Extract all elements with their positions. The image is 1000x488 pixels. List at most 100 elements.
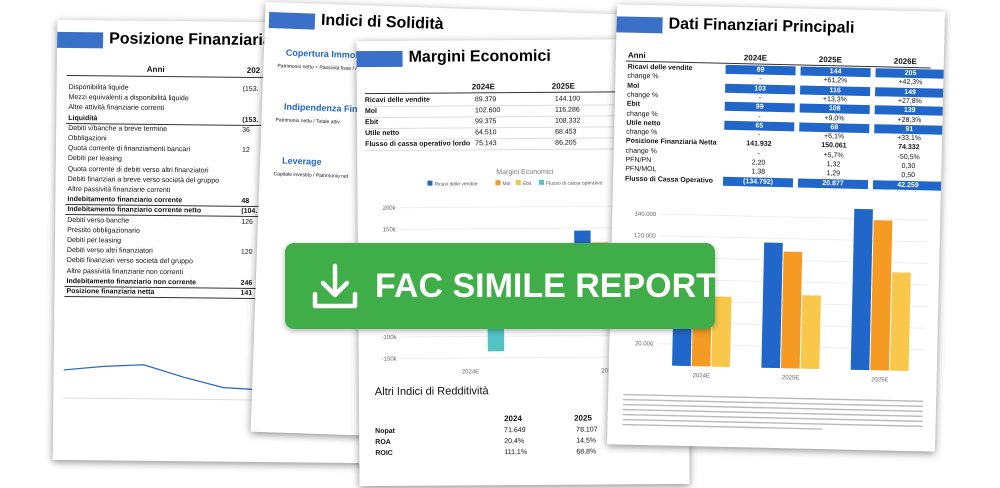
- row-value: 144.100: [554, 95, 581, 103]
- section-note: Patrimonio netto / Totale attiv: [275, 117, 340, 126]
- row-value: 68,8%: [576, 448, 597, 456]
- mini-line-chart: [63, 364, 264, 401]
- x-tick-label: 2024E: [693, 373, 710, 379]
- row-value: 64.510: [475, 129, 497, 137]
- y-tick-label: 120.000: [634, 233, 656, 240]
- page-posizione: Posizione Finanziaria Anni 202 Disponibilit…: [52, 19, 468, 465]
- row-label: Debiti per leasing: [66, 236, 122, 245]
- col-header: 2024E: [471, 82, 495, 92]
- col-header: 2025E: [818, 54, 843, 65]
- row-label: Mol: [627, 82, 640, 90]
- row-label: Quota corrente di finanziamenti bancari: [67, 145, 191, 154]
- row-value: (153.: [242, 85, 259, 93]
- row-label: Utile netto: [365, 129, 400, 138]
- fac-simile-button[interactable]: FAC SIMILE REPORT: [285, 243, 717, 329]
- row-label: Nopat: [375, 427, 396, 436]
- chart-title: Margini Economici: [496, 169, 554, 176]
- page-dati: Dati Finanziari Principali Anni 2024E 2025E…: [607, 4, 945, 452]
- row-label: Prestito obbligazionario: [67, 226, 140, 235]
- row-value: 108.332: [554, 117, 581, 125]
- disclaimer-lines: [622, 393, 924, 430]
- bar: [850, 208, 873, 371]
- col-header: 2025: [574, 413, 592, 423]
- row-value: 14,5%: [576, 437, 597, 445]
- row-label: Altre attività finanziarie correnti: [68, 104, 165, 113]
- row-label: ROIC: [375, 449, 393, 458]
- row-value: 48: [241, 197, 250, 206]
- row-value: 99.375: [474, 118, 497, 126]
- row-label: Quota corrente di debiti verso altri fin…: [67, 165, 209, 175]
- row-value: 126: [241, 218, 253, 226]
- row-label: Liquidità: [68, 114, 98, 122]
- row-label: change %: [626, 91, 659, 100]
- col-header: 2026E: [893, 56, 918, 67]
- row-label: Debiti finanziari a breve verso società …: [67, 175, 220, 185]
- legend-swatch: [539, 179, 545, 185]
- grid-line: [660, 213, 929, 221]
- x-tick-label: 2024E: [462, 369, 479, 375]
- title-bar: [268, 11, 316, 30]
- button-label: FAC SIMILE REPORT: [375, 267, 717, 305]
- row-label: Debiti per leasing: [67, 155, 122, 163]
- legend-swatch: [427, 180, 433, 186]
- row-label: Flusso di Cassa Operativo: [625, 175, 714, 185]
- legend-label: Ricavi delle vendite: [434, 181, 477, 187]
- page-title: Indici di Solidità: [320, 11, 444, 34]
- row-label: change %: [626, 128, 658, 137]
- legend-label: Mol: [502, 181, 510, 187]
- legend-label: Flusso di cassa operativo: [546, 180, 603, 186]
- row-label: Obbligazioni: [68, 134, 107, 143]
- bar: [889, 272, 911, 372]
- row-label: Mol: [364, 108, 378, 116]
- row-value: 89.379: [474, 96, 497, 104]
- row-value: (134.792): [722, 176, 794, 187]
- section-title: Altri Indici di Redditività: [374, 385, 489, 399]
- row-label: Altre passività finanziarie non correnti: [66, 267, 184, 276]
- bar: [761, 242, 783, 369]
- row-value: (104.: [241, 208, 258, 216]
- row-value: 42.259: [872, 179, 944, 191]
- row-label: change %: [627, 72, 659, 81]
- x-tick-label: 2026E: [871, 377, 888, 383]
- legend-swatch: [495, 180, 501, 186]
- y-tick-label: 150k: [383, 227, 397, 233]
- row-label: Disponibilità liquide: [68, 83, 129, 92]
- row-label: Ebit: [364, 119, 379, 127]
- row-value: (153.: [242, 116, 259, 124]
- row-value: 68.453: [555, 128, 577, 136]
- col-header: 2025E: [551, 81, 575, 91]
- row-label: Mezzi equivalenti a disponibilità liquid…: [68, 94, 189, 103]
- row-value: 141: [240, 289, 253, 297]
- y-tick-label: -100k: [381, 335, 397, 341]
- row-value: 120: [240, 248, 253, 257]
- row-label: Utile netto: [626, 119, 661, 128]
- row-value: 78.107: [576, 426, 598, 434]
- bar: [800, 295, 821, 370]
- y-tick-label: -150k: [382, 357, 398, 363]
- page-title: Margini Economici: [408, 47, 551, 66]
- row-value: 20,4%: [504, 437, 525, 446]
- row-value: 75.143: [475, 140, 497, 148]
- row-label: Flusso di cassa operativo lordo: [365, 140, 471, 149]
- col-header: 202: [246, 65, 261, 75]
- col-header: Anni: [146, 64, 165, 74]
- bar: [711, 296, 732, 367]
- title-bar: [616, 16, 663, 34]
- row-label: PFN/MOL: [625, 165, 657, 174]
- legend-label: Ebit: [523, 181, 532, 187]
- row-label: change %: [626, 110, 658, 118]
- row-value: 36: [242, 126, 251, 134]
- y-tick-label: 20.000: [635, 341, 654, 347]
- y-tick-label: 200k: [383, 206, 397, 212]
- row-value: 246: [240, 279, 253, 287]
- section-note: Patrimonio netto + Passività fisse / Att…: [277, 63, 365, 73]
- row-label: Ricavi delle vendite: [364, 96, 430, 105]
- row-label: ROA: [375, 438, 391, 447]
- page-title: Dati Finanziari Principali: [668, 15, 855, 37]
- bar: [780, 251, 803, 369]
- row-value: 20.877: [797, 178, 869, 189]
- col-header: Anni: [627, 50, 646, 60]
- col-header: 2024: [504, 414, 522, 424]
- title-bar: [57, 31, 104, 49]
